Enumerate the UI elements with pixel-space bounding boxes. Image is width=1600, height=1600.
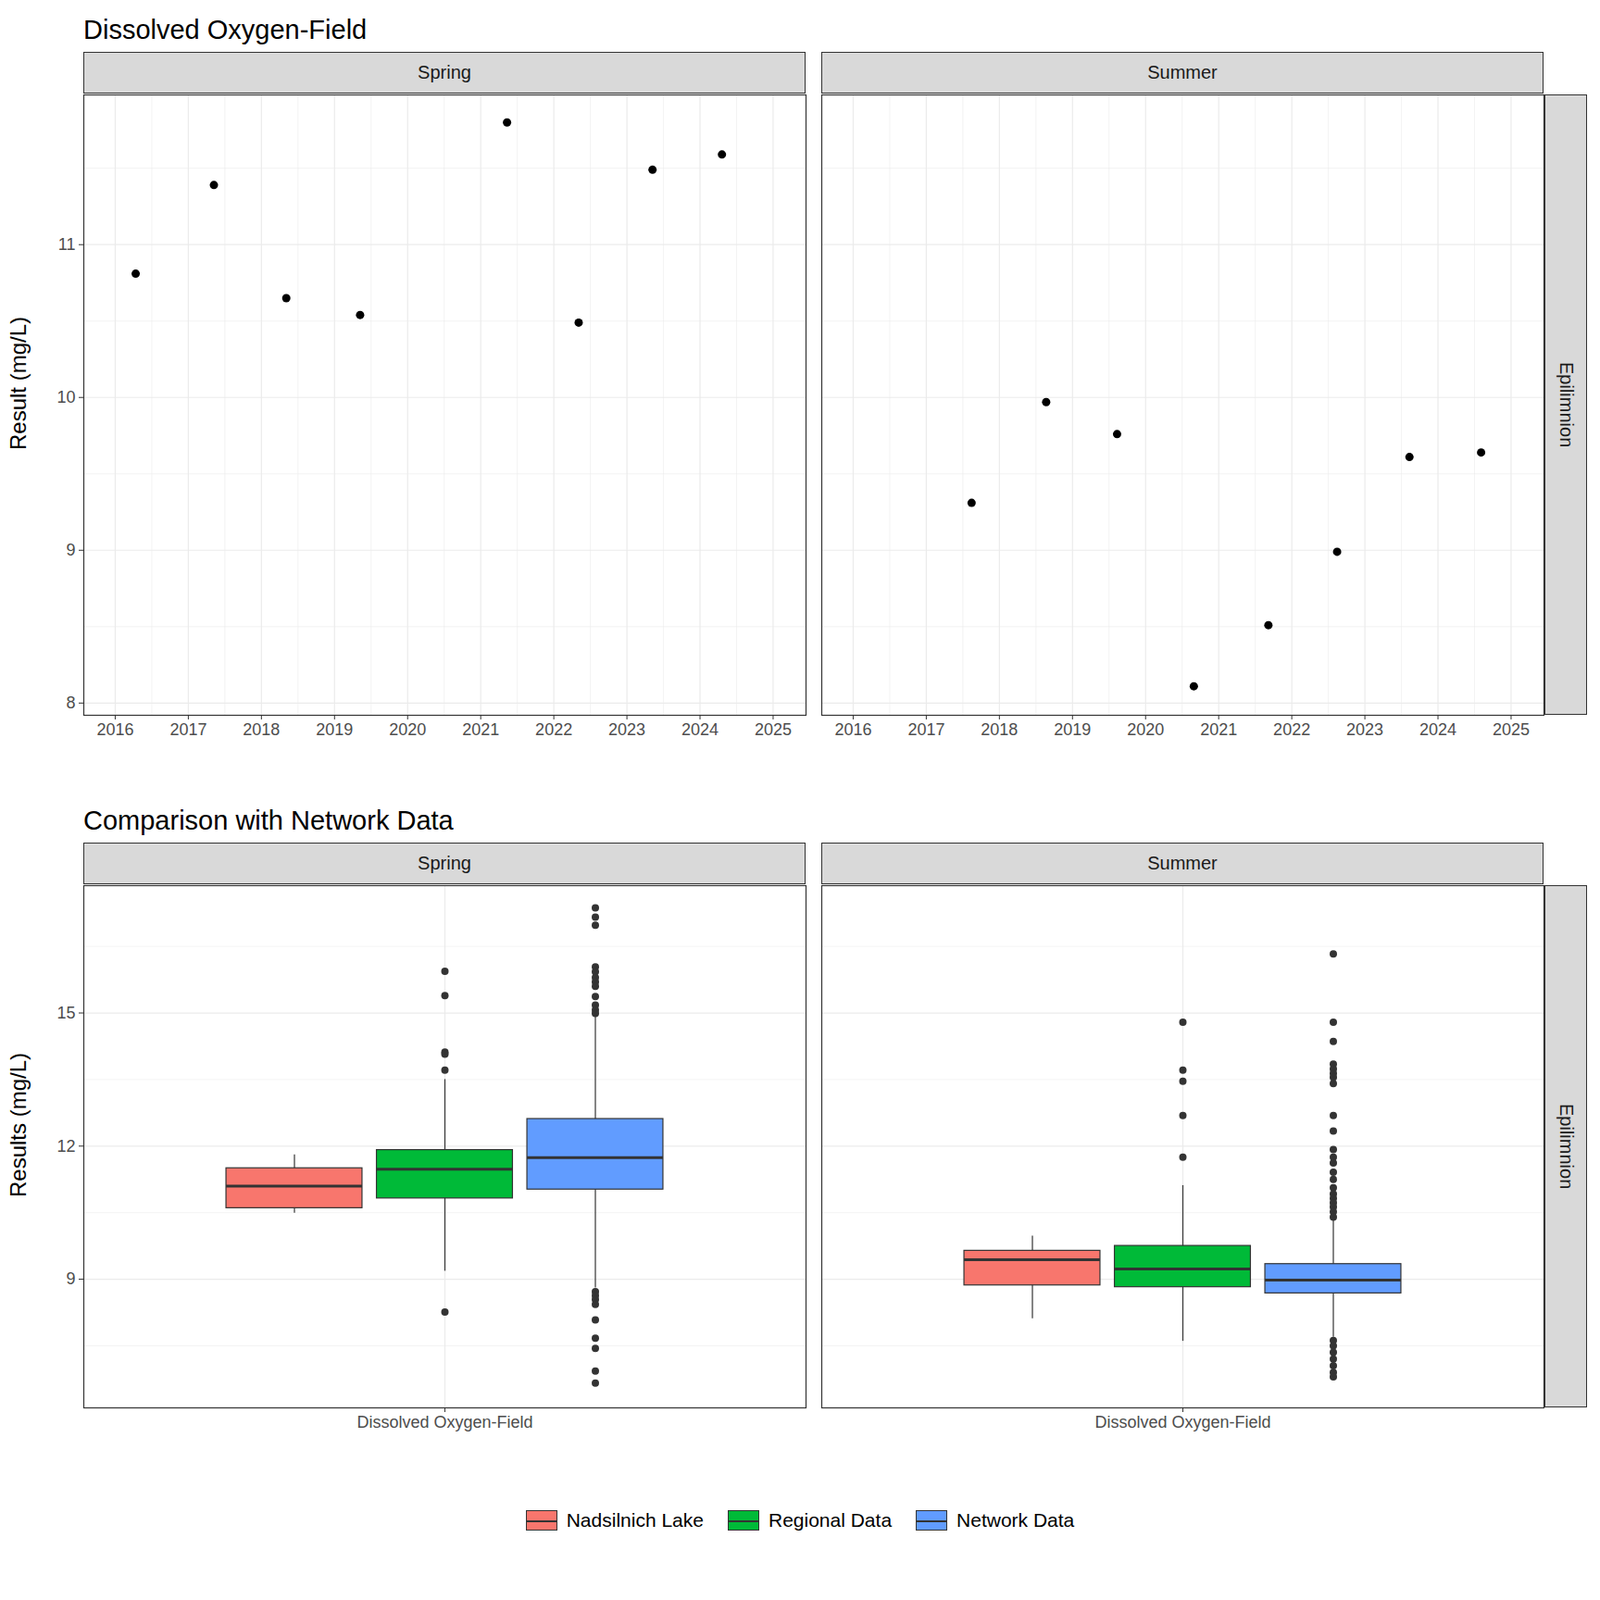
html-text:Summer: Summer bbox=[1147, 62, 1218, 83]
svg-text:12: 12 bbox=[56, 1137, 75, 1156]
svg-text:2024: 2024 bbox=[681, 720, 719, 739]
svg-text:2022: 2022 bbox=[1273, 720, 1311, 739]
svg-text:2023: 2023 bbox=[608, 720, 646, 739]
svg-text:2025: 2025 bbox=[754, 720, 792, 739]
html-text:Epilimnion: Epilimnion bbox=[1556, 361, 1577, 448]
svg-text:Dissolved Oxygen-Field: Dissolved Oxygen-Field bbox=[356, 1412, 533, 1432]
html-text:Spring: Spring bbox=[417, 62, 472, 83]
html-text:Dissolved Oxygen-Field: Dissolved Oxygen-Field bbox=[83, 14, 367, 45]
svg-text:9: 9 bbox=[65, 540, 75, 560]
svg-text:2017: 2017 bbox=[169, 720, 207, 739]
svg-text:2016: 2016 bbox=[834, 720, 872, 739]
html-text:Summer: Summer bbox=[1147, 852, 1218, 874]
svg-text:2017: 2017 bbox=[907, 720, 945, 739]
svg-text:2016: 2016 bbox=[96, 720, 134, 739]
html-text:Regional Data: Regional Data bbox=[768, 1509, 892, 1531]
svg-text:2018: 2018 bbox=[242, 720, 280, 739]
svg-text:9: 9 bbox=[65, 1269, 75, 1288]
svg-text:Dissolved Oxygen-Field: Dissolved Oxygen-Field bbox=[1094, 1412, 1271, 1432]
svg-text:2019: 2019 bbox=[315, 720, 353, 739]
svg-text:2025: 2025 bbox=[1492, 720, 1530, 739]
html-text:Comparison with Network Data: Comparison with Network Data bbox=[83, 805, 454, 836]
svg-text:2018: 2018 bbox=[980, 720, 1018, 739]
svg-text:2023: 2023 bbox=[1346, 720, 1384, 739]
svg-text:2019: 2019 bbox=[1053, 720, 1091, 739]
html-text:Results (mg/L): Results (mg/L) bbox=[5, 1052, 31, 1198]
svg-text:2020: 2020 bbox=[388, 720, 426, 739]
svg-text:15: 15 bbox=[56, 1003, 75, 1023]
svg-text:2022: 2022 bbox=[535, 720, 573, 739]
html-text:Epilimnion: Epilimnion bbox=[1556, 1103, 1577, 1189]
html-text:Nadsilnich Lake: Nadsilnich Lake bbox=[566, 1509, 704, 1531]
html-text:Result (mg/L): Result (mg/L) bbox=[5, 316, 31, 450]
svg-text:10: 10 bbox=[56, 387, 75, 407]
svg-text:11: 11 bbox=[58, 235, 76, 254]
svg-text:2020: 2020 bbox=[1126, 720, 1164, 739]
svg-text:2021: 2021 bbox=[462, 720, 500, 739]
svg-text:2024: 2024 bbox=[1419, 720, 1457, 739]
svg-text:8: 8 bbox=[65, 693, 75, 713]
svg-text:2021: 2021 bbox=[1200, 720, 1238, 739]
html-text:Network Data: Network Data bbox=[956, 1509, 1075, 1531]
html-text:Spring: Spring bbox=[417, 852, 472, 874]
